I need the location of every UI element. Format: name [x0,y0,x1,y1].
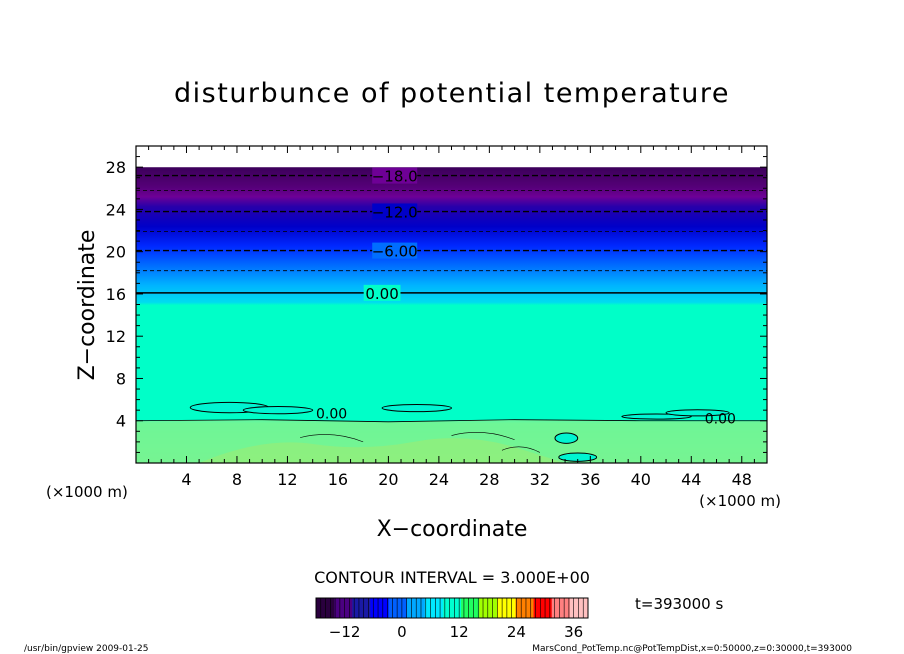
colorbar-segment-7 [442,598,462,618]
x-tick-label-36: 36 [580,470,600,489]
y-tick-label-28: 28 [106,158,126,177]
colorbar-tick-label-2: 12 [450,623,469,641]
x-tick-label-16: 16 [328,470,348,489]
colorbar-segment-8 [461,598,480,618]
contour-label-2: −12.0 [372,204,418,222]
contour-label-bg-2 [372,203,418,220]
colorbar-tick-label-3: 24 [507,623,526,641]
x-tick-label-24: 24 [429,470,449,489]
surface-contour-label-1: 0.00 [705,412,736,428]
x-unit-left: (×1000 m) [46,483,128,501]
colorbar-tick-label-1: 0 [397,623,407,641]
colorbar-segment-6 [424,598,444,618]
chart-title: disturbunce of potential temperature [174,78,730,109]
x-tick-label-20: 20 [378,470,398,489]
y-tick-label-16: 16 [106,285,126,304]
surface-wiggle-contour-0 [299,434,364,443]
field-top-blank [136,146,767,168]
contour-layer [136,174,767,294]
surface-contour [136,419,767,423]
contour-label-bg-0 [372,167,418,184]
contour-interval-text: CONTOUR INTERVAL = 3.000E+00 [314,568,590,587]
colorbar-segment-9 [479,598,498,618]
x-tick-label-4: 4 [181,470,191,489]
colorbar-segment-12 [533,598,553,618]
contour-label-6: 0.00 [365,285,398,303]
contour-label-bg-4 [372,242,418,259]
colorbar-segment-3 [370,598,390,618]
x-axis-label: X−coordinate [377,517,528,542]
surface-blob-contour-4 [665,409,730,417]
surface-wiggle-contour-1 [451,432,515,441]
surface-layer [136,401,767,463]
y-tick-label-24: 24 [106,200,126,219]
y-axis-label: Z−coordinate [75,230,100,381]
surface-blob-contour-2 [381,403,453,413]
surface-blob-contour-1 [242,406,314,415]
x-unit-right: (×1000 m) [699,492,781,510]
surface-blob-contour-5 [554,432,579,444]
x-tick-label-44: 44 [681,470,701,489]
x-tick-label-28: 28 [479,470,499,489]
surface-warm-core [199,438,566,463]
x-tick-label-40: 40 [631,470,651,489]
contour-label-0: −18.0 [372,168,418,186]
y-tick-label-20: 20 [106,243,126,262]
x-tick-label-48: 48 [732,470,752,489]
footer-left: /usr/bin/gpview 2009-01-25 [24,644,148,654]
colorbar-segment-14 [569,598,589,618]
colorbar-tick-label-4: 36 [564,623,583,641]
colorbar-frame [315,597,589,619]
colorbar-segment-4 [388,598,408,618]
x-tick-label-8: 8 [232,470,242,489]
surface-contour-label-0: 0.00 [316,406,347,422]
time-text: t=393000 s [635,595,723,613]
colorbar-segment-2 [352,598,371,618]
contour-label-bg-6 [363,284,401,301]
colorbar-tick-label-0: −12 [329,623,361,641]
colorbar-segment-11 [515,598,535,618]
contour-label-4: −6.00 [372,243,418,261]
y-tick-label-8: 8 [116,369,126,388]
colorbar-segment-13 [551,598,571,618]
y-tick-label-12: 12 [106,327,126,346]
surface-wiggle-contour-2 [501,446,540,453]
footer-right: MarsCond_PotTemp.nc@PotTempDist,x=0:5000… [532,644,852,654]
colorbar-segment-1 [334,598,353,618]
x-tick-label-12: 12 [277,470,297,489]
y-tick-label-4: 4 [116,412,126,431]
x-tick-label-32: 32 [530,470,550,489]
